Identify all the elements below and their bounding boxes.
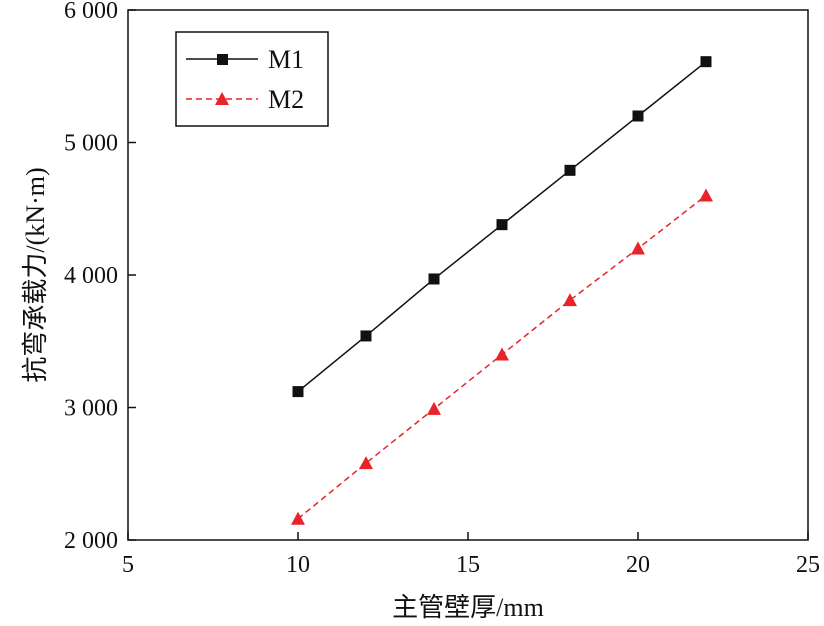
data-point-m1 [700, 56, 712, 68]
y-tick-label: 5 000 [64, 131, 118, 157]
data-point-m1 [496, 219, 508, 231]
data-point-m2 [495, 347, 509, 361]
data-point-m1 [292, 386, 304, 398]
data-point-m2 [631, 241, 645, 255]
data-point-m1 [360, 330, 372, 342]
legend-label-m2: M2 [268, 85, 304, 114]
series-layer [291, 56, 713, 525]
data-point-m1 [428, 273, 440, 285]
y-tick-label: 3 000 [64, 396, 118, 422]
legend-label-m1: M1 [268, 45, 304, 74]
data-point-m2 [359, 456, 373, 470]
legend-box [175, 31, 329, 127]
data-point-m1 [564, 164, 576, 176]
x-axis-title: 主管壁厚/mm [392, 593, 544, 622]
data-point-m2 [291, 511, 305, 525]
legend-marker-m2 [215, 92, 229, 105]
y-tick-label: 2 000 [64, 528, 118, 554]
x-tick-label: 15 [456, 552, 480, 578]
x-tick-label: 5 [122, 552, 134, 578]
x-tick-label: 10 [286, 552, 310, 578]
y-axis-ticks: 2 000 3 000 4 000 5 000 6 000 [64, 0, 136, 554]
data-point-m2 [563, 293, 577, 307]
data-point-m2 [699, 188, 713, 202]
x-tick-label: 20 [626, 552, 650, 578]
y-tick-label: 4 000 [64, 263, 118, 289]
x-axis-ticks: 5 10 15 20 25 [122, 532, 820, 578]
data-point-m1 [632, 110, 644, 122]
data-point-m2 [427, 401, 441, 415]
y-axis-title: 抗弯承载力/(kN·m) [21, 167, 50, 382]
legend-marker-m1 [217, 54, 228, 65]
x-tick-label: 25 [796, 552, 820, 578]
y-tick-label: 6 000 [64, 0, 118, 24]
legend: M1 M2 [175, 31, 329, 127]
